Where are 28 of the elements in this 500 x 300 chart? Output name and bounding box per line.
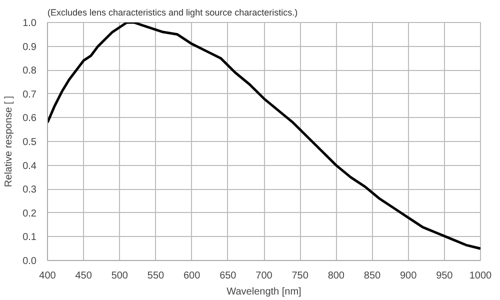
y-tick-label: 0.9 — [22, 42, 37, 53]
x-tick-label: 850 — [364, 270, 382, 282]
x-tick-label: 950 — [436, 270, 454, 282]
y-tick-label: 0.4 — [22, 160, 37, 172]
x-tick-label: 1000 — [469, 270, 492, 282]
y-tick-label: 0.8 — [22, 66, 37, 77]
y-tick-label: 0.0 — [22, 256, 37, 267]
x-tick-label: 650 — [220, 270, 237, 282]
y-tick-label: 0.3 — [22, 184, 37, 196]
x-tick-label: 800 — [328, 270, 345, 282]
x-tick-label: 700 — [256, 270, 273, 282]
x-tick-label: 500 — [111, 270, 128, 282]
x-tick-label: 750 — [292, 270, 309, 282]
y-tick-label: 0.1 — [22, 232, 37, 244]
y-tick-label: 0.6 — [22, 113, 37, 124]
y-tick-label: 1.0 — [22, 18, 37, 29]
x-tick-label: 900 — [400, 270, 418, 282]
x-tick-label: 600 — [183, 270, 201, 282]
x-tick-label: 550 — [147, 270, 165, 282]
x-tick-label: 400 — [39, 270, 56, 282]
y-tick-label: 0.2 — [22, 208, 37, 220]
y-tick-label: 0.7 — [22, 89, 37, 100]
x-axis-title: Wavelength [nm] — [226, 286, 302, 298]
x-tick-label: 450 — [75, 270, 92, 282]
y-tick-label: 0.5 — [22, 137, 37, 148]
y-axis-title: Relative response [ ] — [4, 96, 15, 188]
line-series — [48, 22, 480, 250]
chart-title: (Excludes lens characteristics and light source characteristics.) — [48, 8, 298, 18]
